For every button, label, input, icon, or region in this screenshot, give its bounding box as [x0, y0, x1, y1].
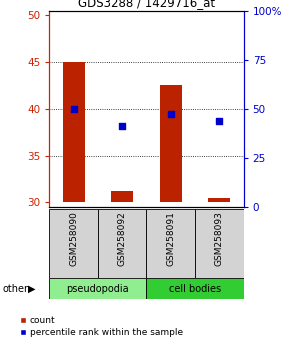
Bar [160, 85, 182, 202]
Point [71, 106, 76, 112]
Text: ▶: ▶ [28, 284, 35, 293]
Text: GSM258093: GSM258093 [215, 211, 224, 266]
Bar [63, 62, 84, 202]
Bar [209, 198, 230, 202]
Point [168, 111, 173, 116]
Point [120, 123, 124, 129]
Bar [195, 209, 244, 278]
Legend: count, percentile rank within the sample: count, percentile rank within the sample [19, 316, 183, 337]
Bar [146, 209, 195, 278]
Bar [98, 209, 146, 278]
Text: other: other [3, 284, 29, 293]
Bar [49, 278, 146, 299]
Text: GSM258092: GSM258092 [118, 211, 127, 266]
Title: GDS3288 / 1429716_at: GDS3288 / 1429716_at [78, 0, 215, 10]
Point [217, 118, 222, 124]
Text: GSM258090: GSM258090 [69, 211, 78, 266]
Text: GSM258091: GSM258091 [166, 211, 175, 266]
Bar [146, 278, 244, 299]
Text: cell bodies: cell bodies [169, 284, 221, 293]
Text: pseudopodia: pseudopodia [67, 284, 129, 293]
Bar [111, 191, 133, 202]
Bar [49, 209, 98, 278]
